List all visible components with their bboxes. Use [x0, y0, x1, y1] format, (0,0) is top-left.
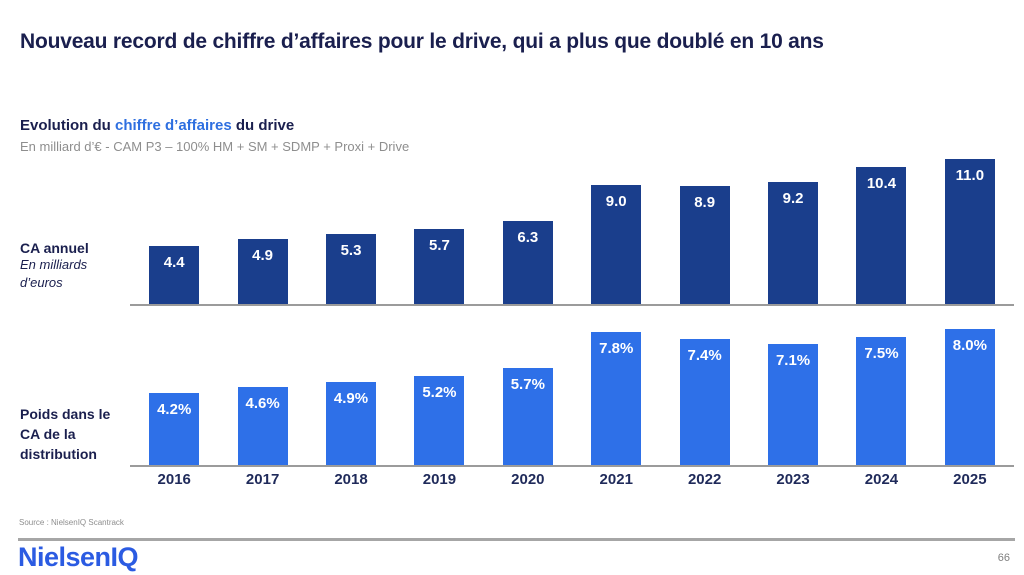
- bar-2016: 4.4: [149, 245, 200, 304]
- bar-2025: 11.0: [944, 158, 995, 304]
- bar-value-label: 4.9%: [333, 389, 369, 407]
- bar-value-label: 4.4: [163, 253, 185, 271]
- bar-2017: 4.9: [237, 239, 288, 304]
- bar-column: 5.7: [395, 156, 483, 304]
- year-tick-label: 2023: [776, 471, 810, 488]
- chart-title-highlight: chiffre d’affaires: [115, 117, 232, 134]
- bar-value-label: 6.3: [517, 228, 539, 246]
- bar-value-label: 11.0: [955, 166, 985, 184]
- bar-row-ca-annuel: 4.4 4.9 5.3 5.7 6.3 9.0 8.9 9.2 10.4 11.0: [130, 156, 1014, 306]
- bar-value-label: 5.7%: [510, 375, 545, 393]
- bar-value-label: 7.8%: [599, 340, 634, 358]
- bar-column: 5.2%: [395, 327, 483, 465]
- bar-value-label: 7.4%: [687, 346, 722, 364]
- bar-column: 4.4: [130, 156, 218, 304]
- year-tick-label: 2019: [422, 471, 457, 488]
- bar-value-label: 7.1%: [775, 352, 811, 369]
- bar-2022: 7.4%: [679, 338, 730, 465]
- bar-column: 6.3: [484, 156, 572, 304]
- bar-value-label: 7.5%: [864, 345, 899, 363]
- year-tick-label: 2017: [245, 471, 280, 488]
- chart-title-part1: Evolution du: [20, 117, 115, 134]
- series-label-poids: Poids dans le CA de la distribution: [20, 406, 111, 462]
- bar-column: 5.3: [307, 156, 395, 304]
- bar-column: 4.6%: [218, 327, 306, 465]
- bar-2017: 4.6%: [237, 386, 288, 465]
- bar-2025: 8.0%: [944, 328, 995, 465]
- bar-column: 7.5%: [837, 327, 925, 465]
- nielseniq-logo: NielsenIQ: [18, 542, 139, 572]
- bar-2019: 5.2%: [414, 376, 465, 465]
- chart-title-part2: du drive: [231, 117, 295, 134]
- bar-2018: 4.9%: [326, 381, 377, 465]
- bar-2023: 9.2: [768, 182, 819, 304]
- bar-row-poids: 4.2% 4.6% 4.9% 5.2% 5.7% 7.8% 7.4% 7.1% 7.5% 8.0%: [130, 327, 1014, 467]
- bar-column: 9.0: [572, 156, 660, 304]
- bar-value-label: 5.7: [428, 236, 450, 254]
- bar-column: 9.2: [749, 156, 837, 304]
- bar-2020: 6.3: [502, 220, 553, 304]
- bar-column: 5.7%: [484, 327, 572, 465]
- bar-2023: 7.1%: [768, 344, 819, 465]
- series-label-ca-annuel: CA annuel En milliards d’euros: [20, 240, 125, 292]
- bar-value-label: 5.2%: [422, 384, 457, 402]
- year-tick-label: 2024: [864, 471, 899, 488]
- bar-column: 7.8%: [572, 327, 660, 465]
- bar-2020: 5.7%: [502, 367, 553, 465]
- bar-2024: 10.4: [856, 166, 907, 304]
- bar-column: 4.9: [218, 156, 306, 304]
- bar-column: 7.4%: [660, 327, 748, 465]
- bar-column: 4.2%: [130, 327, 218, 465]
- footer-divider: [18, 538, 1015, 541]
- year-tick-label: 2022: [687, 471, 722, 488]
- bar-value-label: 5.3: [340, 242, 362, 259]
- bar-column: 4.9%: [307, 327, 395, 465]
- year-tick-label: 2016: [157, 471, 191, 488]
- bar-value-label: 8.9: [694, 194, 716, 212]
- series-label-ca-annuel-unit: En milliards d’euros: [20, 257, 88, 290]
- x-axis-years: 2016 2017 2018 2019 2020 2021 2022 2023 2024 2025: [130, 471, 1014, 488]
- bar-column: 8.9: [660, 156, 748, 304]
- chart-methodology: En milliard d’€ - CAM P3 – 100% HM + SM …: [20, 139, 410, 154]
- year-tick-label: 2020: [511, 471, 545, 488]
- bar-2024: 7.5%: [856, 337, 907, 465]
- year-tick-label: 2018: [334, 471, 368, 488]
- bar-column: 11.0: [926, 156, 1014, 304]
- bar-value-label: 9.0: [605, 193, 627, 211]
- bar-value-label: 4.2%: [157, 401, 192, 419]
- chart-title: Evolution du chiffre d’affaires du drive: [20, 117, 294, 134]
- year-tick-label: 2021: [599, 471, 633, 488]
- bar-column: 8.0%: [926, 327, 1014, 465]
- bar-value-label: 8.0%: [952, 336, 987, 354]
- bar-2018: 5.3: [326, 234, 377, 304]
- bar-2019: 5.7: [414, 228, 465, 304]
- bar-2022: 8.9: [679, 186, 730, 304]
- bar-column: 10.4: [837, 156, 925, 304]
- page-number: 66: [997, 552, 1010, 564]
- page-title: Nouveau record de chiffre d’affaires pou…: [20, 30, 824, 53]
- source-note: Source : NielsenIQ Scantrack: [19, 518, 124, 527]
- bar-2021: 7.8%: [591, 332, 642, 465]
- bar-value-label: 4.6%: [245, 394, 280, 412]
- bar-2016: 4.2%: [149, 393, 200, 465]
- bar-2021: 9.0: [591, 185, 642, 304]
- bar-column: 7.1%: [749, 327, 837, 465]
- bar-value-label: 9.2: [782, 190, 804, 208]
- year-tick-label: 2025: [953, 471, 987, 488]
- bar-value-label: 4.9: [252, 247, 274, 265]
- bar-value-label: 10.4: [866, 174, 897, 192]
- series-label-ca-annuel-title: CA annuel: [20, 240, 89, 256]
